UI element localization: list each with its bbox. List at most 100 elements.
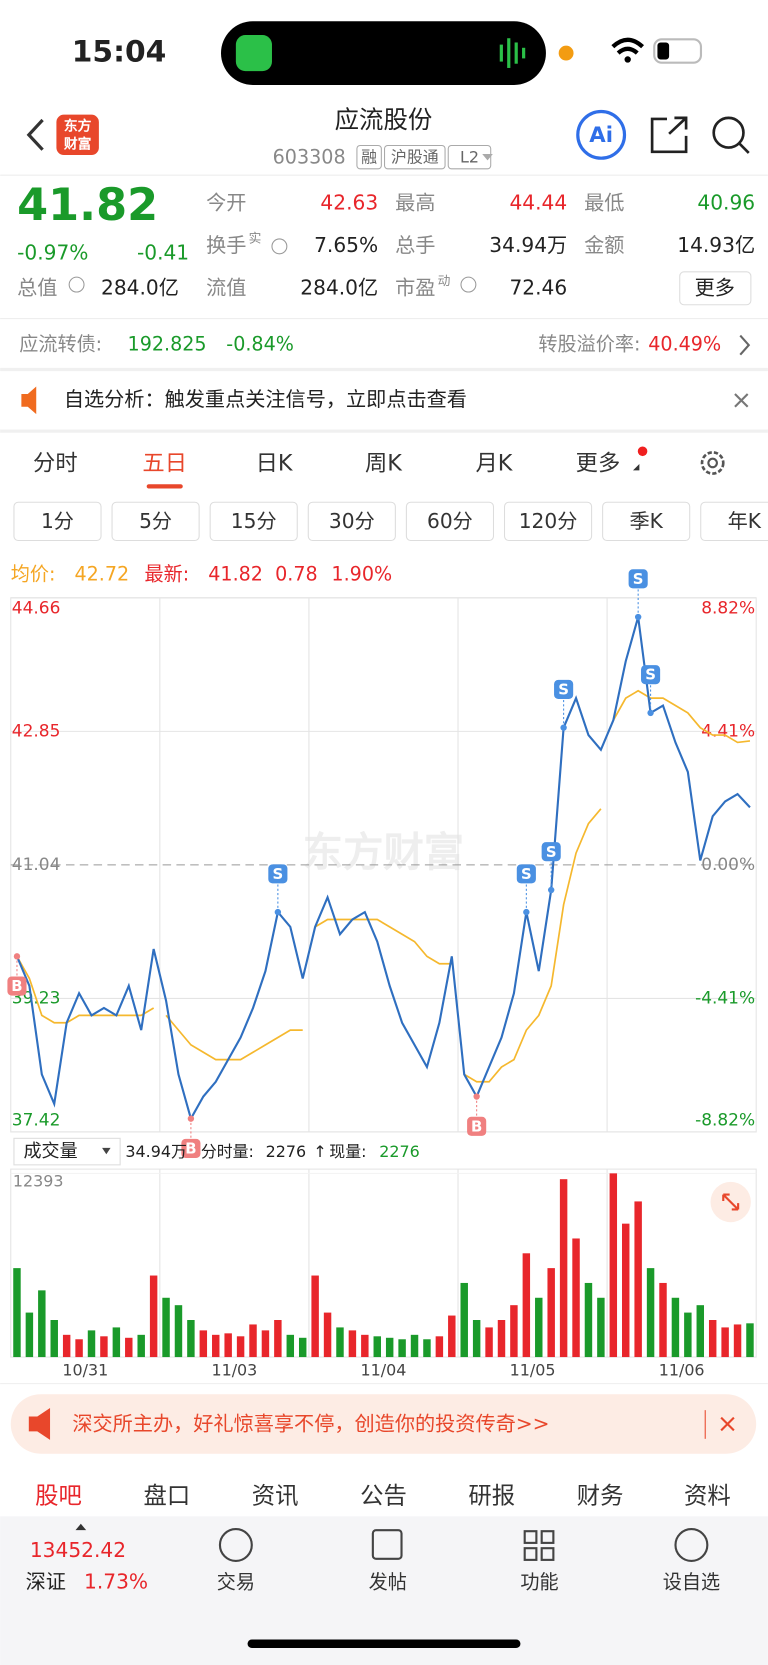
volume-bar bbox=[597, 1297, 605, 1358]
volume-bar bbox=[671, 1297, 680, 1358]
bottom-tab[interactable]: 股吧 bbox=[35, 1482, 82, 1510]
bottom-tab[interactable]: 研报 bbox=[468, 1482, 515, 1510]
field-label: 最高 bbox=[395, 190, 435, 214]
watermark: 东方财富 bbox=[303, 829, 464, 876]
share-button[interactable] bbox=[650, 116, 688, 154]
volume-bar bbox=[25, 1312, 34, 1358]
indicator-select[interactable] bbox=[13, 1137, 121, 1166]
volume-bar bbox=[547, 1268, 555, 1358]
search-button[interactable] bbox=[712, 116, 745, 149]
more-arrow bbox=[633, 464, 640, 471]
tab[interactable]: 月K bbox=[475, 451, 513, 477]
period-button[interactable] bbox=[13, 501, 102, 542]
nav-item[interactable]: 发帖 bbox=[369, 1571, 407, 1594]
info-icon[interactable] bbox=[271, 238, 288, 255]
bond-label: 应流转债: bbox=[19, 333, 102, 356]
period-button[interactable] bbox=[209, 501, 298, 542]
nav-item[interactable]: 交易 bbox=[217, 1571, 255, 1594]
average-line bbox=[16, 955, 155, 1024]
bottom-tab[interactable]: 资料 bbox=[684, 1482, 731, 1510]
notice-bar[interactable] bbox=[0, 369, 768, 432]
bottom-tab[interactable]: 公告 bbox=[360, 1482, 407, 1510]
field-value: 72.46 bbox=[509, 275, 567, 299]
period-button[interactable] bbox=[503, 501, 593, 542]
volume-bar bbox=[261, 1330, 270, 1358]
close-notice[interactable] bbox=[734, 393, 749, 408]
wechat-icon bbox=[235, 35, 272, 72]
watch-icon bbox=[674, 1528, 709, 1562]
volume-bar bbox=[174, 1305, 183, 1358]
period-label: 60分 bbox=[427, 509, 473, 533]
signal-point bbox=[634, 613, 642, 621]
info-icon[interactable] bbox=[68, 276, 85, 293]
tab[interactable]: 五日 bbox=[142, 451, 187, 477]
bottom-tab[interactable]: 资讯 bbox=[252, 1482, 299, 1510]
info-icon[interactable] bbox=[460, 276, 477, 293]
battery-level bbox=[657, 42, 670, 60]
volume-bar bbox=[385, 1337, 394, 1358]
wifi-icon bbox=[611, 37, 645, 55]
period-button[interactable] bbox=[307, 501, 396, 542]
signal-label: S bbox=[633, 570, 644, 588]
notice-text: 自选分析：触发重点关注信号，立即点击查看 bbox=[64, 387, 467, 411]
tab[interactable]: 分时 bbox=[33, 451, 78, 477]
y-tick-label: 42.85 bbox=[12, 721, 61, 741]
period-button[interactable] bbox=[405, 501, 495, 542]
volume-bar bbox=[460, 1282, 468, 1358]
tab[interactable]: 更多 bbox=[576, 451, 621, 477]
period-label: 120分 bbox=[519, 509, 578, 533]
period-button[interactable] bbox=[602, 501, 691, 542]
volume-bar bbox=[634, 1201, 642, 1358]
stock-code: 603308 bbox=[273, 146, 346, 169]
period-button[interactable] bbox=[700, 501, 768, 542]
average-line bbox=[463, 808, 602, 1083]
volume-bar bbox=[522, 1253, 531, 1358]
tag: L2 bbox=[460, 148, 479, 167]
volume-bar bbox=[535, 1297, 543, 1358]
signal-label: B bbox=[11, 977, 22, 995]
signal-point bbox=[647, 709, 654, 717]
promo-banner[interactable] bbox=[10, 1394, 757, 1454]
volume-bar bbox=[162, 1297, 170, 1358]
signal-marker bbox=[628, 569, 648, 589]
nav-item[interactable]: 设自选 bbox=[663, 1571, 720, 1594]
back-button[interactable] bbox=[26, 118, 44, 151]
bond-price: 192.825 bbox=[128, 333, 207, 356]
nav-item[interactable]: 功能 bbox=[520, 1571, 558, 1594]
bottom-tab[interactable]: 财务 bbox=[577, 1482, 624, 1510]
volume-bar bbox=[423, 1339, 431, 1358]
post-icon bbox=[371, 1529, 403, 1560]
period-button[interactable] bbox=[111, 501, 200, 542]
signal-point bbox=[473, 1093, 480, 1100]
field-sup: 实 bbox=[249, 231, 262, 246]
y2-tick-label: 8.82% bbox=[701, 598, 755, 618]
x-tick-label: 11/06 bbox=[659, 1360, 705, 1379]
price-line bbox=[15, 616, 751, 1122]
wifi-dot bbox=[624, 56, 631, 63]
search-handle bbox=[738, 142, 750, 154]
volume-bar bbox=[684, 1312, 692, 1358]
signal-point bbox=[560, 724, 567, 731]
signal-marker bbox=[7, 976, 27, 996]
period-label: 1分 bbox=[41, 509, 74, 533]
dropdown-arrow[interactable] bbox=[482, 153, 493, 161]
tab[interactable]: 周K bbox=[365, 451, 403, 477]
field-label: 最低 bbox=[584, 190, 624, 214]
more-button[interactable] bbox=[679, 271, 752, 306]
signal-marker bbox=[554, 679, 574, 699]
ai-button[interactable] bbox=[576, 109, 627, 160]
info-line: 均价: 42.72 最新: 41.82 0.78 1.90% bbox=[11, 562, 392, 585]
y2-tick-label: 0.00% bbox=[701, 855, 755, 875]
field-value: 40.96 bbox=[697, 190, 755, 214]
settings-button[interactable] bbox=[700, 451, 725, 475]
signal-marker bbox=[516, 864, 536, 884]
volume-bar bbox=[311, 1275, 319, 1358]
chevron[interactable] bbox=[739, 334, 751, 356]
bottom-tab[interactable]: 盘口 bbox=[143, 1482, 190, 1510]
tab[interactable]: 日K bbox=[256, 451, 294, 477]
y2-tick-label: 4.41% bbox=[701, 721, 755, 741]
close-banner[interactable] bbox=[720, 1416, 735, 1432]
signal-label: S bbox=[558, 681, 569, 699]
volume-bar bbox=[149, 1275, 158, 1358]
